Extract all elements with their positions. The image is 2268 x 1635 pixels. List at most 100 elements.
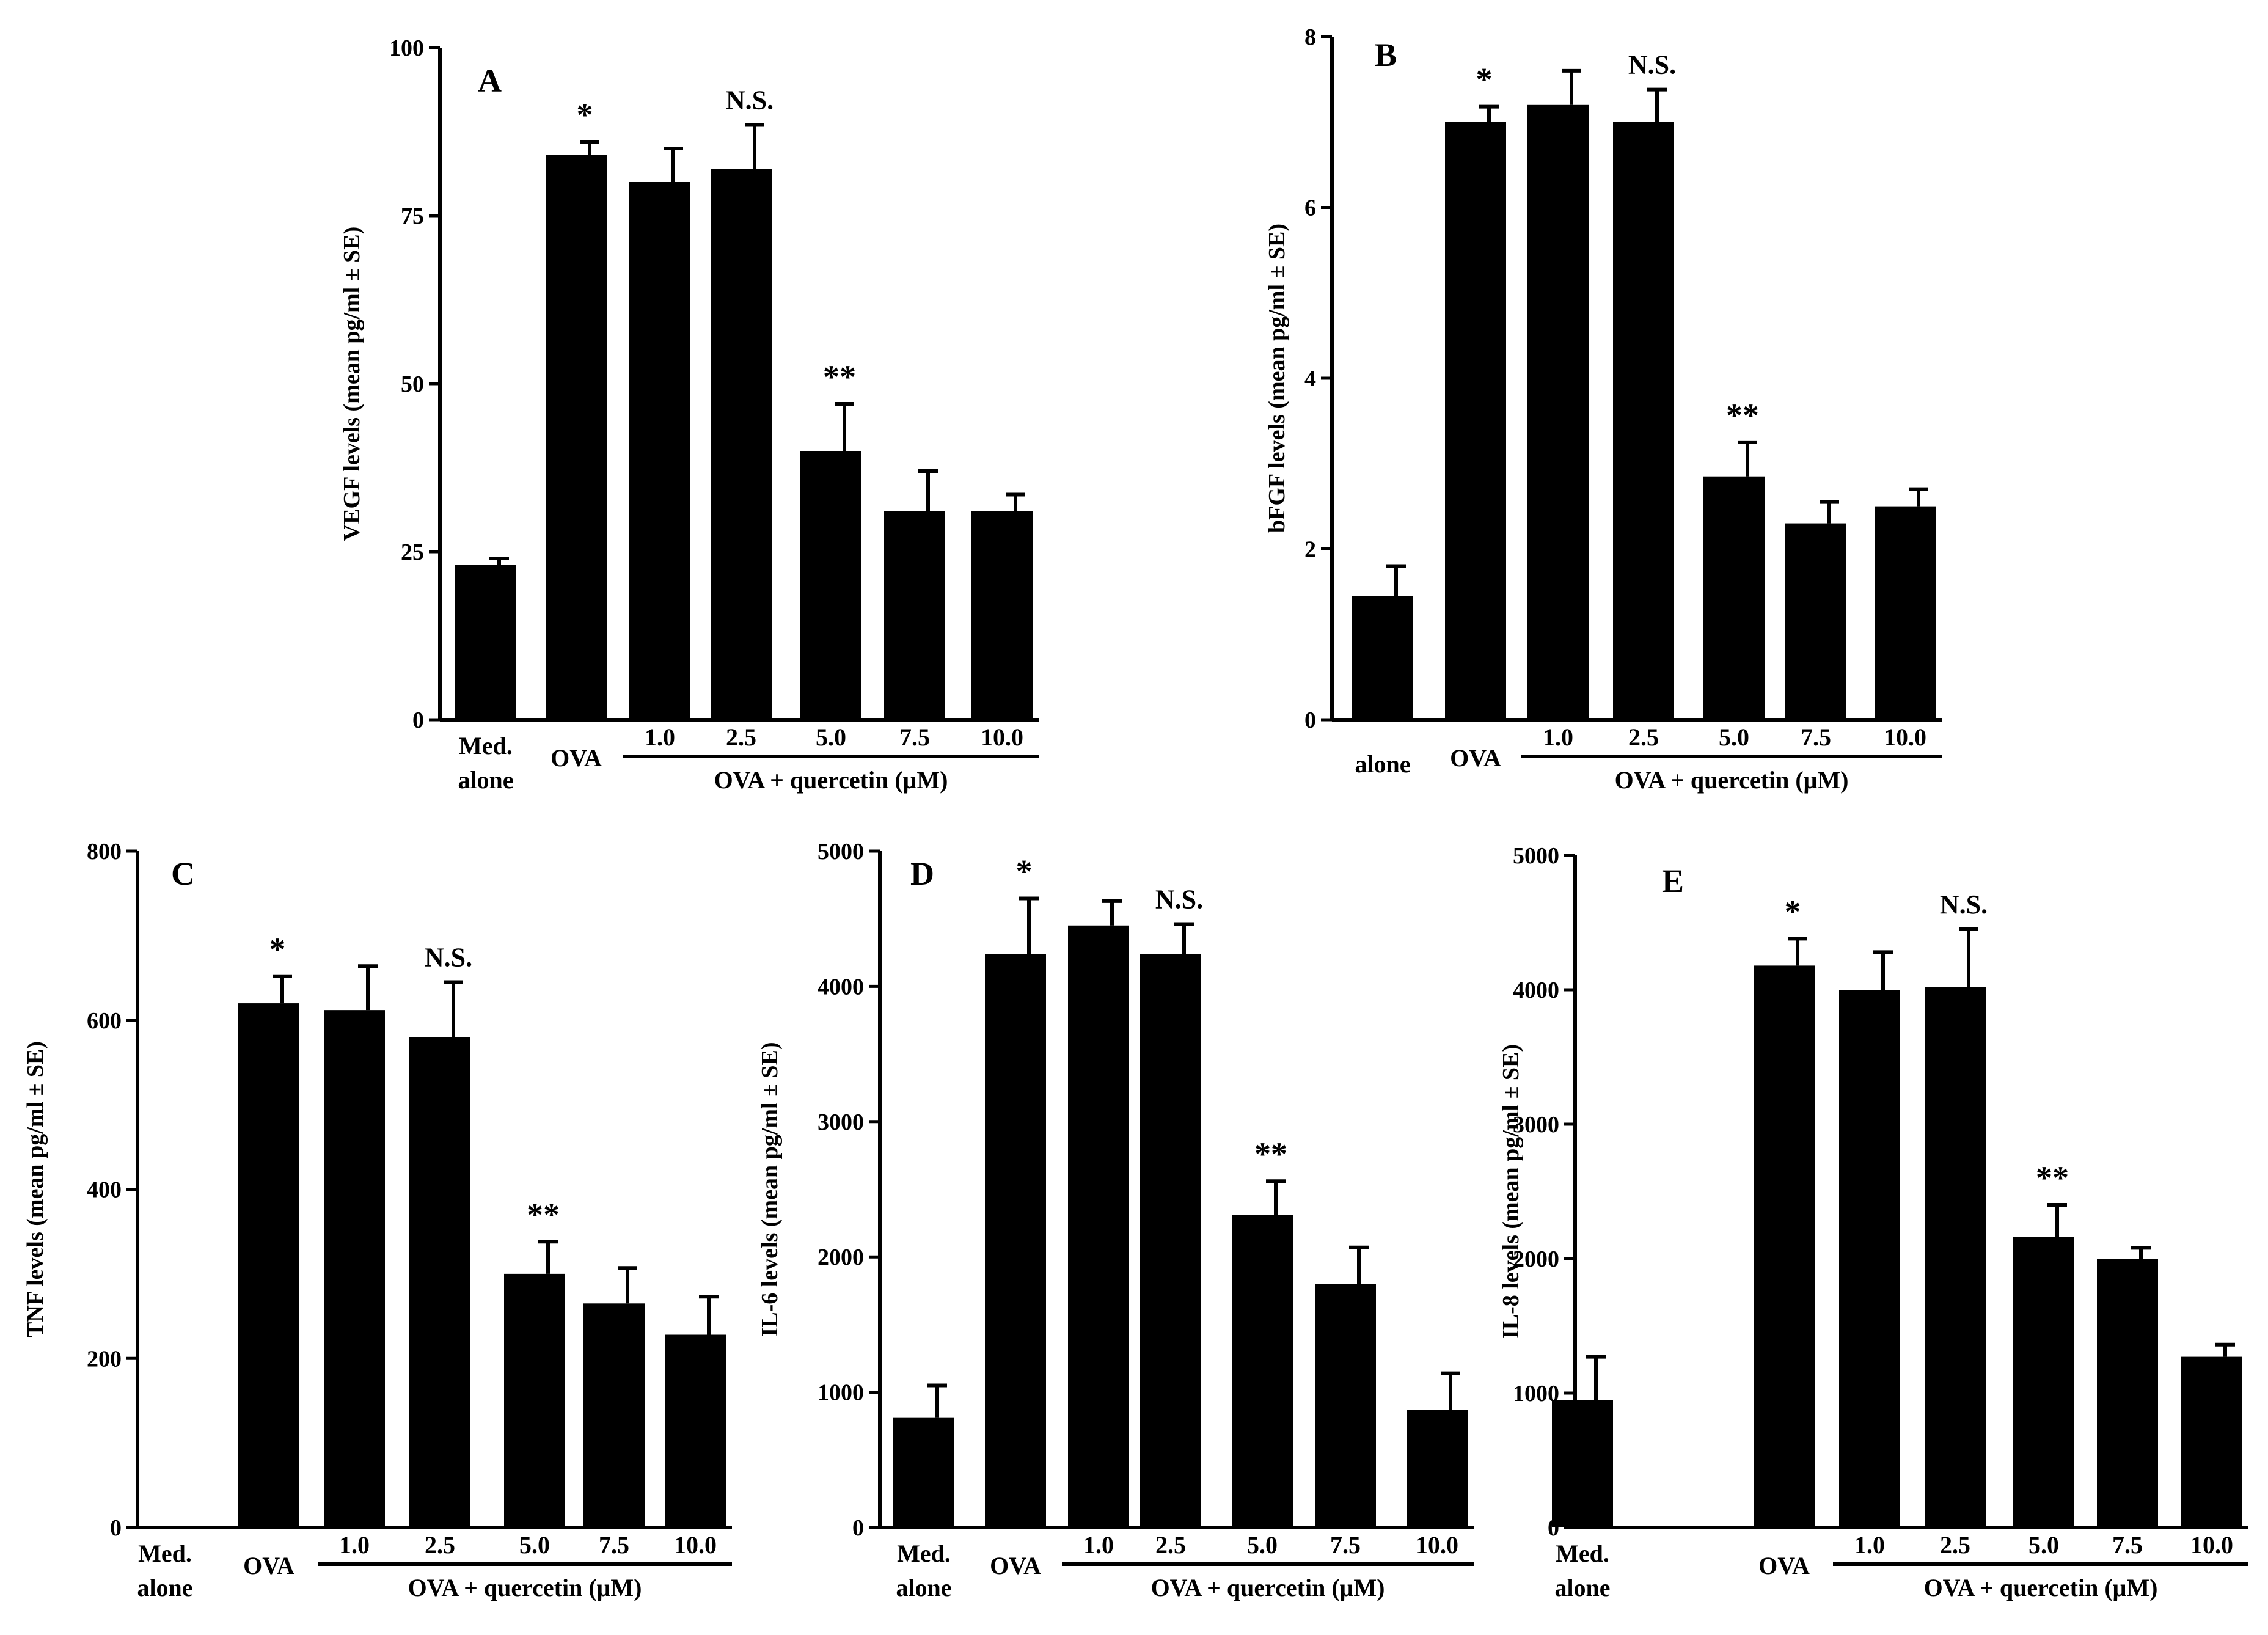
panel-letter: E [1662,863,1684,899]
category-label: 1.0 [1543,723,1573,751]
significance-annotation: ** [1726,397,1759,434]
bar [884,511,945,720]
bar [629,182,690,720]
panel-B: 0 2 4 6 8 alone * OVA 1.0 N.S. 2.5 ** 5.0 7.5 10.0 OVA … [1264,24,1942,794]
category-label: 7.5 [899,723,930,751]
bar [2013,1237,2074,1527]
y-tick-label: 0 [1304,708,1316,733]
category-label: OVA [1450,744,1501,772]
category-label: alone [1554,1574,1610,1601]
bar [1703,476,1765,720]
category-label: Med. [459,732,513,759]
category-label: 2.5 [1628,723,1659,751]
y-tick-label: 2000 [1513,1246,1559,1272]
significance-annotation: N.S. [1940,890,1988,920]
group-label: OVA + quercetin (μM) [1151,1574,1385,1601]
significance-annotation: * [1785,893,1801,930]
bar [546,155,607,720]
bar [1315,1284,1376,1527]
bar [1839,990,1900,1527]
y-tick-label: 4000 [818,974,864,1000]
category-label: Med. [138,1540,192,1567]
bar [1925,987,1986,1527]
bar [1232,1215,1293,1527]
y-tick-label: 400 [87,1177,122,1203]
category-label: 1.0 [339,1531,370,1559]
bar [1785,523,1846,720]
y-tick-label: 25 [401,540,424,565]
panel-letter: A [478,62,502,99]
bar [1352,596,1413,720]
y-tick-label: 75 [401,203,424,229]
significance-annotation: N.S. [1628,50,1676,80]
y-tick-label: 1000 [1513,1381,1559,1406]
category-label: OVA [551,744,602,772]
y-tick-label: 800 [87,839,122,865]
category-label: alone [896,1574,951,1601]
bar [800,451,861,720]
panel-letter: D [910,855,934,892]
y-tick-label: 3000 [1513,1112,1559,1138]
bar [665,1334,726,1527]
bar [985,954,1046,1527]
y-tick-label: 5000 [818,839,864,865]
bar [409,1037,470,1527]
category-label: OVA [243,1552,294,1579]
y-axis-label: IL-6 levels (mean pg/ml ± SE) [757,1042,783,1336]
category-label: 2.5 [1940,1531,1970,1559]
category-label: 2.5 [1155,1531,1186,1559]
bar [1407,1410,1468,1527]
category-label: 5.0 [2028,1531,2059,1559]
category-label: 5.0 [1247,1531,1278,1559]
category-label: 10.0 [981,723,1023,751]
category-label: OVA [1758,1552,1810,1579]
panel-A: 0 25 50 75 100 Med. alone * OVA 1.0 N.S. 2.5 ** 5.0 7.… [339,35,1039,794]
y-tick-label: 200 [87,1346,122,1372]
bar [711,169,772,720]
significance-annotation: * [269,931,286,968]
bar [1140,954,1201,1527]
bar [583,1303,645,1527]
significance-annotation: ** [527,1196,560,1233]
category-label: 5.0 [1719,723,1749,751]
y-tick-label: 5000 [1513,843,1559,869]
y-axis-label: bFGF levels (mean pg/ml ± SE) [1264,224,1290,533]
y-tick-label: 0 [110,1515,122,1541]
y-tick-label: 6 [1304,196,1316,221]
y-axis-label: TNF levels (mean pg/ml ± SE) [23,1041,48,1337]
bar [1527,104,1589,720]
category-label: 10.0 [1884,723,1926,751]
category-label: OVA [990,1552,1041,1579]
category-label: 7.5 [1330,1531,1361,1559]
category-label: alone [458,766,513,794]
bar [893,1417,954,1527]
y-tick-label: 1000 [818,1380,864,1406]
bar [1068,925,1129,1527]
significance-annotation: N.S. [726,86,774,115]
panel-letter: C [171,855,195,892]
category-label: 7.5 [599,1531,629,1559]
bar [1613,122,1674,720]
y-axis-label: IL-8 levels (mean pg/ml ± SE) [1498,1044,1524,1339]
category-label: 2.5 [726,723,756,751]
group-label: OVA + quercetin (μM) [714,766,948,794]
y-tick-label: 0 [852,1515,864,1541]
significance-annotation: ** [2036,1160,2069,1196]
significance-annotation: * [577,97,593,133]
bar [971,511,1033,720]
y-tick-label: 50 [401,371,424,397]
category-label: 7.5 [1801,723,1831,751]
category-label: 10.0 [674,1531,717,1559]
bar [1552,1400,1613,1527]
significance-annotation: N.S. [1155,885,1203,915]
panel-letter: B [1375,37,1397,73]
category-label: alone [1355,750,1410,778]
y-tick-label: 2 [1304,537,1316,563]
group-label: OVA + quercetin (μM) [1924,1574,2158,1601]
category-label: 1.0 [1083,1531,1114,1559]
y-tick-label: 8 [1304,24,1316,50]
bar [455,565,516,720]
category-label: 1.0 [1854,1531,1885,1559]
y-tick-label: 4000 [1513,978,1559,1003]
